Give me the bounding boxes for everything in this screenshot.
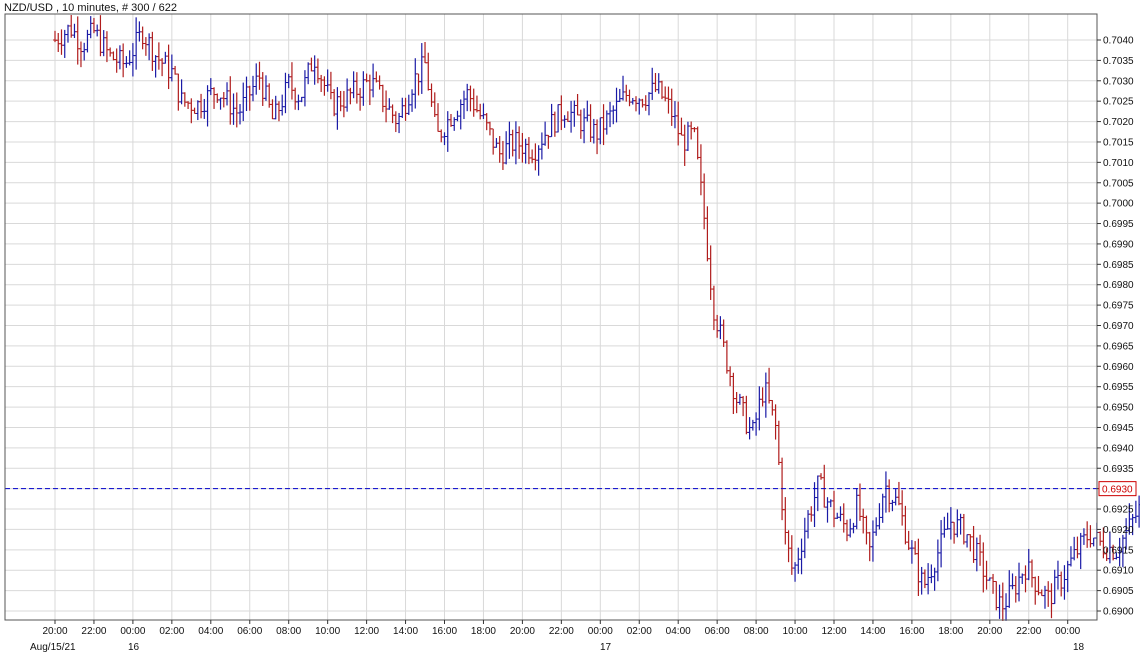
y-tick-label: 0.6965 <box>1103 341 1134 352</box>
x-tick-label: 08:00 <box>276 626 301 637</box>
date-label: 16 <box>128 642 140 653</box>
price-bars <box>53 14 1140 621</box>
x-tick-label: 04:00 <box>198 626 223 637</box>
y-tick-label: 0.6950 <box>1103 403 1134 414</box>
x-tick-label: 20:00 <box>42 626 67 637</box>
x-tick-label: 04:00 <box>666 626 691 637</box>
x-axis: 20:00 22:00 00:00 02:00 04:00 06:00 08:00 10:00… <box>42 620 1081 637</box>
x-tick-label: 08:00 <box>744 626 769 637</box>
x-tick-label: 16:00 <box>432 626 457 637</box>
y-tick-label: 0.6970 <box>1103 321 1134 332</box>
y-tick-label: 0.7015 <box>1103 137 1134 148</box>
y-tick-label: 0.6990 <box>1103 239 1134 250</box>
x-tick-label: 22:00 <box>1016 626 1041 637</box>
y-tick-label: 0.7025 <box>1103 97 1134 108</box>
plot-frame <box>4 13 1098 621</box>
current-price-label: 0.6930 <box>1102 485 1133 496</box>
date-axis: Aug/15/21 16 17 18 <box>30 642 1085 653</box>
x-tick-label: 22:00 <box>81 626 106 637</box>
x-tick-label: 18:00 <box>471 626 496 637</box>
x-tick-label: 22:00 <box>549 626 574 637</box>
x-tick-label: 20:00 <box>977 626 1002 637</box>
x-tick-label: 02:00 <box>627 626 652 637</box>
y-tick-label: 0.7035 <box>1103 56 1134 67</box>
y-tick-label: 0.6920 <box>1103 525 1134 536</box>
current-price-box <box>1098 481 1137 497</box>
y-tick-label: 0.7020 <box>1103 117 1134 128</box>
y-tick-label: 0.7040 <box>1103 36 1134 47</box>
y-tick-label: 0.6960 <box>1103 362 1134 373</box>
y-tick-label: 0.6940 <box>1103 443 1134 454</box>
y-tick-label: 0.7005 <box>1103 178 1134 189</box>
x-tick-label: 18:00 <box>938 626 963 637</box>
y-tick-label: 0.7000 <box>1103 199 1134 210</box>
date-label: Aug/15/21 <box>30 642 76 653</box>
y-tick-label: 0.6925 <box>1103 505 1134 516</box>
y-tick-label: 0.6900 <box>1103 607 1134 618</box>
y-tick-label: 0.6985 <box>1103 260 1134 271</box>
y-tick-label: 0.6975 <box>1103 301 1134 312</box>
x-tick-label: 02:00 <box>159 626 184 637</box>
y-axis: 0.7040 0.7035 0.7030 0.7025 0.7020 0.7015 0.70… <box>1097 36 1134 618</box>
date-label: 17 <box>600 642 612 653</box>
y-tick-label: 0.6945 <box>1103 423 1134 434</box>
y-tick-label: 0.6905 <box>1103 586 1134 597</box>
date-label: 18 <box>1073 642 1085 653</box>
x-tick-label: 12:00 <box>354 626 379 637</box>
x-tick-label: 14:00 <box>860 626 885 637</box>
x-tick-label: 00:00 <box>588 626 613 637</box>
grid <box>5 14 1097 620</box>
y-tick-label: 0.6980 <box>1103 280 1134 291</box>
x-tick-label: 00:00 <box>1055 626 1080 637</box>
x-tick-label: 14:00 <box>393 626 418 637</box>
y-tick-label: 0.6910 <box>1103 566 1134 577</box>
x-tick-label: 12:00 <box>821 626 846 637</box>
x-tick-label: 10:00 <box>315 626 340 637</box>
chart-title: NZD/USD , 10 minutes, # 300 / 622 <box>4 2 177 14</box>
x-tick-label: 10:00 <box>783 626 808 637</box>
x-tick-label: 20:00 <box>510 626 535 637</box>
y-tick-label: 0.6915 <box>1103 545 1134 556</box>
y-tick-label: 0.6955 <box>1103 382 1134 393</box>
x-tick-label: 06:00 <box>237 626 262 637</box>
x-tick-label: 00:00 <box>120 626 145 637</box>
y-tick-label: 0.6935 <box>1103 464 1134 475</box>
y-tick-label: 0.6995 <box>1103 219 1134 230</box>
y-tick-label: 0.7030 <box>1103 76 1134 87</box>
x-tick-label: 06:00 <box>705 626 730 637</box>
y-tick-label: 0.7010 <box>1103 158 1134 169</box>
x-tick-label: 16:00 <box>899 626 924 637</box>
